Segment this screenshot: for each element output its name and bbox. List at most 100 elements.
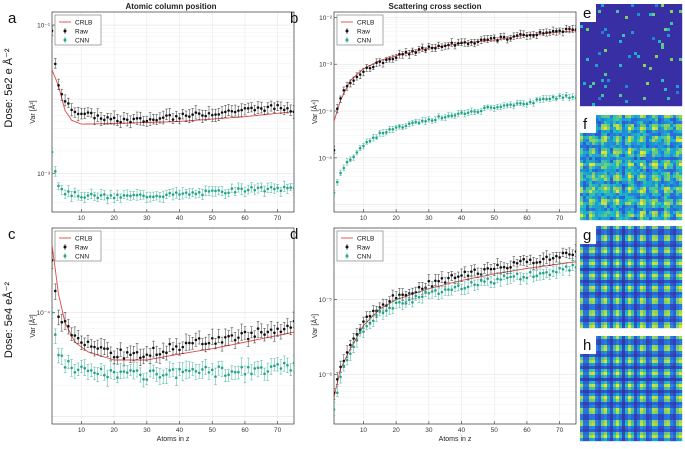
data-point bbox=[411, 301, 414, 304]
data-point bbox=[83, 112, 87, 116]
data-point bbox=[401, 302, 404, 305]
data-point bbox=[57, 84, 60, 87]
legend-entry-raw: Raw bbox=[357, 28, 370, 35]
data-point bbox=[210, 189, 214, 192]
data-point bbox=[76, 368, 80, 372]
data-point bbox=[466, 274, 470, 278]
data-point bbox=[80, 365, 83, 368]
data-point bbox=[53, 289, 57, 293]
x-tick-label: 30 bbox=[143, 215, 151, 222]
y-tick-label: 10⁻³ bbox=[319, 62, 333, 69]
data-point bbox=[286, 106, 289, 110]
data-point bbox=[129, 353, 132, 357]
data-point bbox=[191, 367, 194, 371]
data-point bbox=[122, 370, 126, 373]
legend-entry-crlb: CRLB bbox=[357, 19, 374, 26]
data-point bbox=[512, 261, 516, 264]
data-point bbox=[447, 288, 450, 291]
data-point bbox=[440, 290, 444, 294]
legend-entry-cnn: CNN bbox=[75, 37, 89, 44]
data-point bbox=[125, 118, 129, 121]
data-point bbox=[561, 30, 565, 34]
x-axis-label: Atoms in z bbox=[157, 436, 190, 443]
image-panel-letter: h bbox=[583, 337, 591, 354]
data-point bbox=[515, 272, 519, 276]
data-point bbox=[93, 371, 96, 375]
data-point bbox=[52, 311, 54, 314]
y-axis-label: Var [Å²] bbox=[28, 100, 37, 123]
data-point bbox=[375, 314, 378, 317]
data-point bbox=[391, 127, 395, 131]
data-point bbox=[145, 378, 149, 381]
data-point bbox=[86, 369, 90, 373]
data-point bbox=[233, 370, 237, 374]
data-point bbox=[259, 330, 263, 334]
data-point bbox=[414, 120, 418, 124]
data-point bbox=[388, 128, 391, 131]
data-point bbox=[230, 187, 234, 190]
error-bar bbox=[243, 104, 247, 116]
data-point bbox=[502, 104, 506, 107]
data-point bbox=[506, 276, 509, 280]
data-point bbox=[266, 105, 270, 109]
panel-d-chart: 10 20 30 40 50 60 70 10⁻⁶ 10⁻⁵ Atoms in z Var [Å⁴]… bbox=[290, 226, 577, 443]
data-point bbox=[388, 306, 391, 310]
data-point bbox=[470, 280, 473, 284]
data-point bbox=[545, 31, 548, 34]
data-point bbox=[155, 194, 158, 198]
data-point bbox=[57, 353, 60, 357]
data-point bbox=[525, 34, 529, 37]
data-point bbox=[201, 342, 204, 346]
data-point bbox=[335, 377, 339, 381]
data-point bbox=[502, 274, 506, 278]
data-point bbox=[558, 266, 561, 270]
x-tick-label: 50 bbox=[491, 427, 499, 434]
data-point bbox=[398, 125, 401, 128]
data-point bbox=[240, 187, 243, 191]
data-point bbox=[551, 256, 555, 260]
data-point bbox=[259, 366, 263, 369]
data-point bbox=[342, 166, 346, 170]
data-point bbox=[492, 267, 496, 271]
data-point bbox=[292, 110, 294, 114]
column-title-cross-section: Scattering cross section bbox=[389, 2, 482, 11]
data-point bbox=[224, 374, 227, 377]
data-point bbox=[453, 285, 457, 289]
data-point bbox=[106, 347, 109, 351]
data-point bbox=[276, 363, 279, 366]
data-point bbox=[496, 105, 499, 109]
x-tick-label: 50 bbox=[209, 215, 217, 222]
error-bar bbox=[574, 244, 576, 257]
data-point bbox=[443, 288, 447, 291]
data-point bbox=[109, 117, 113, 121]
data-point bbox=[184, 369, 188, 372]
data-point bbox=[217, 189, 221, 192]
y-tick-label: 10⁻⁴ bbox=[319, 109, 333, 116]
data-point bbox=[145, 353, 149, 356]
data-point bbox=[292, 187, 294, 190]
data-point bbox=[362, 70, 365, 74]
data-point bbox=[224, 335, 227, 339]
data-point bbox=[103, 373, 106, 377]
data-point bbox=[67, 190, 70, 193]
data-point bbox=[73, 370, 77, 374]
data-point bbox=[334, 391, 336, 395]
x-tick-label: 40 bbox=[176, 215, 184, 222]
data-point bbox=[60, 92, 64, 96]
data-point bbox=[538, 260, 542, 264]
image-panel-letter: g bbox=[583, 227, 591, 244]
data-point bbox=[548, 273, 552, 277]
data-point bbox=[335, 391, 339, 395]
data-point bbox=[460, 287, 463, 291]
data-point bbox=[282, 361, 286, 365]
data-point bbox=[237, 370, 240, 374]
data-point bbox=[509, 37, 512, 40]
data-point bbox=[489, 281, 493, 284]
data-point bbox=[135, 117, 139, 120]
data-point bbox=[106, 116, 109, 119]
data-point bbox=[417, 121, 421, 125]
data-point bbox=[63, 366, 67, 369]
data-point bbox=[548, 258, 552, 261]
data-point bbox=[266, 187, 270, 191]
data-point bbox=[125, 371, 129, 374]
